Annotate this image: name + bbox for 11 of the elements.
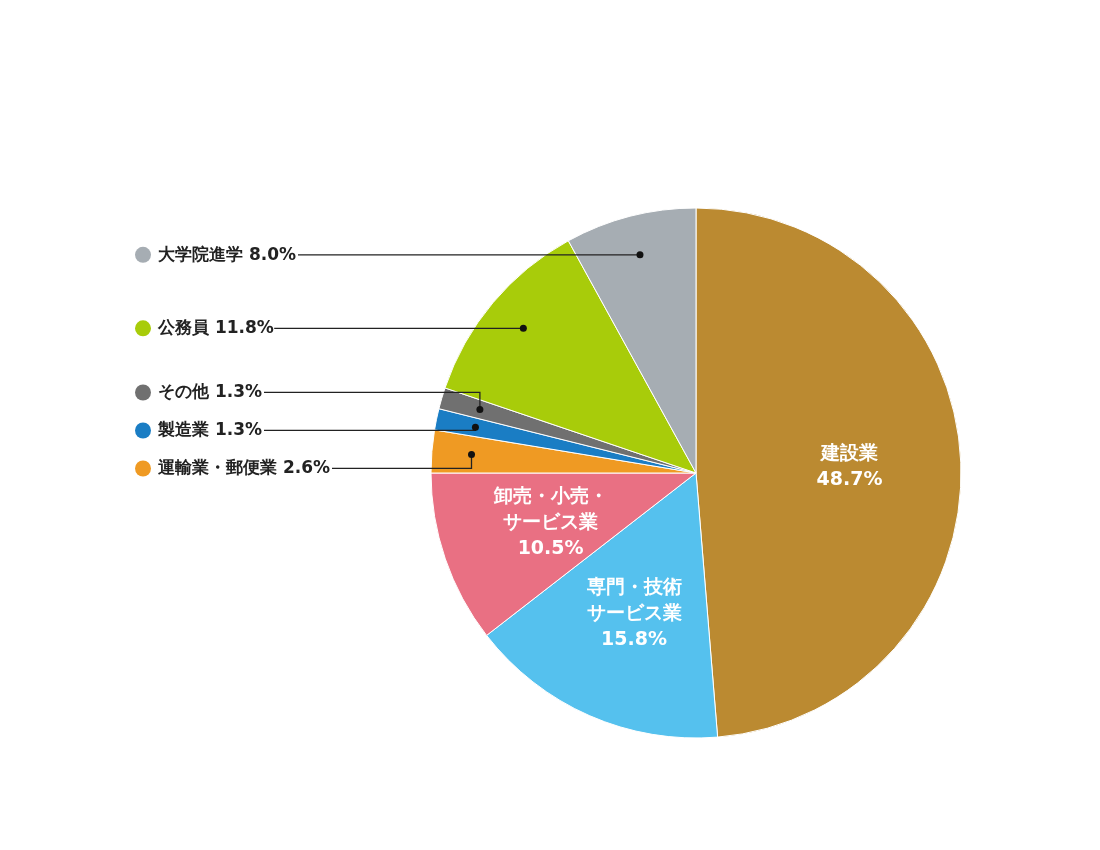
- legend-label: 公務員 11.8%: [157, 317, 274, 338]
- slice-label: 卸売・小売・サービス業: [492, 484, 608, 533]
- slice-label: 専門・技術サービス業: [585, 575, 682, 624]
- data-label: 10.5%: [517, 536, 584, 559]
- legend-label: 製造業 1.3%: [157, 419, 263, 440]
- legend-label: その他 1.3%: [158, 381, 263, 402]
- data-label: 15.8%: [601, 627, 668, 650]
- legend-label: 大学院進学 8.0%: [158, 243, 297, 264]
- slice-label: 建設業: [819, 441, 879, 464]
- legend-label: 運輸業・郵便業 2.6%: [157, 457, 331, 478]
- data-label: 48.7%: [816, 467, 883, 490]
